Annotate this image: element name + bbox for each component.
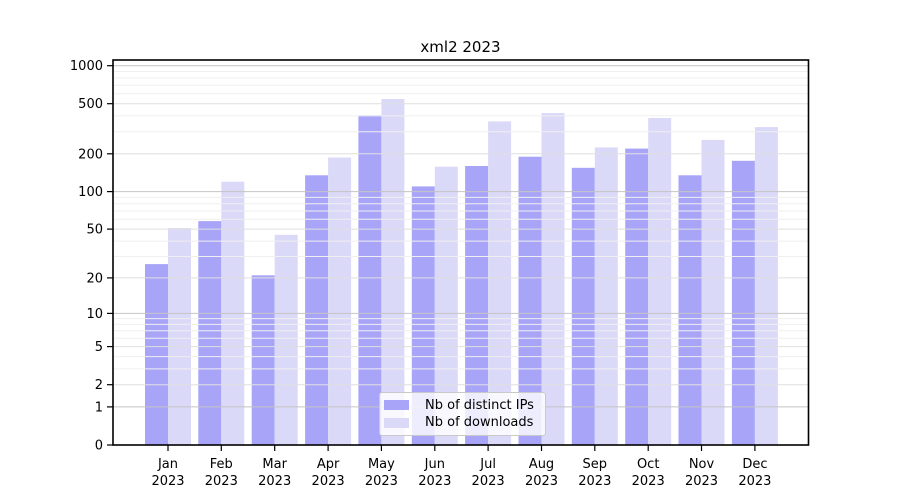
legend-item-downloads: Nb of downloads [384, 414, 539, 431]
bar-nb-of-distinct-ips-may [358, 115, 382, 446]
legend-label-distinct-ips: Nb of distinct IPs [425, 397, 534, 413]
x-tick-label-jul: Jul 2023 [472, 457, 505, 489]
bar-nb-of-distinct-ips-jul [465, 166, 489, 445]
y-tick-label-20: 20 [86, 271, 103, 286]
bar-nb-of-distinct-ips-dec [731, 160, 755, 446]
bar-nb-of-distinct-ips-oct [625, 148, 649, 445]
y-tick-label-1: 1 [95, 400, 103, 415]
x-tick-label-sep: Sep 2023 [578, 457, 611, 489]
bar-nb-of-distinct-ips-jan [145, 264, 168, 445]
bar-nb-of-downloads-mar [274, 234, 298, 445]
x-tick-label-dec: Dec 2023 [738, 457, 771, 489]
y-tick-label-100: 100 [78, 185, 103, 200]
plot-border [112, 59, 810, 446]
bar-nb-of-downloads-jan [168, 228, 191, 445]
bar-nb-of-downloads-oct [648, 118, 672, 445]
bar-nb-of-downloads-jul [488, 121, 512, 446]
bar-nb-of-downloads-dec [754, 127, 778, 445]
legend-label-downloads: Nb of downloads [425, 415, 534, 431]
legend: Nb of distinct IPs Nb of downloads [379, 392, 546, 436]
x-tick-label-oct: Oct 2023 [632, 457, 665, 489]
bar-nb-of-downloads-nov [701, 139, 725, 445]
bar-nb-of-distinct-ips-apr [305, 175, 329, 446]
x-tick-label-mar: Mar 2023 [258, 457, 291, 489]
grid-layer [113, 65, 809, 408]
bar-nb-of-downloads-may [381, 99, 405, 445]
chart-title: xml2 2023 [420, 38, 500, 56]
y-tick-label-2: 2 [95, 378, 103, 393]
bar-nb-of-downloads-jun [434, 166, 458, 445]
legend-item-distinct-ips: Nb of distinct IPs [384, 397, 539, 414]
y-tick-label-50: 50 [86, 223, 103, 238]
bar-nb-of-downloads-sep [594, 147, 618, 445]
x-tick-label-may: May 2023 [365, 457, 398, 489]
bar-nb-of-distinct-ips-feb [198, 221, 222, 445]
bar-nb-of-downloads-apr [328, 157, 352, 445]
y-tick-label-10: 10 [86, 307, 103, 322]
axes-layer [107, 59, 810, 451]
bar-nb-of-distinct-ips-jun [411, 186, 435, 445]
x-tick-label-aug: Aug 2023 [525, 457, 558, 489]
y-tick-label-500: 500 [78, 97, 103, 112]
legend-swatch-downloads-icon [384, 417, 409, 428]
y-tick-label-0: 0 [95, 439, 103, 454]
bar-nb-of-distinct-ips-sep [571, 167, 595, 446]
x-tick-label-jun: Jun 2023 [418, 457, 451, 489]
x-tick-label-feb: Feb 2023 [205, 457, 238, 489]
bar-nb-of-downloads-aug [541, 113, 565, 445]
legend-swatch-distinct-ips-icon [384, 400, 409, 411]
y-tick-label-200: 200 [78, 147, 103, 162]
y-tick-label-5: 5 [95, 340, 103, 355]
bar-nb-of-distinct-ips-nov [678, 175, 702, 446]
x-tick-label-jan: Jan 2023 [151, 457, 184, 489]
x-tick-label-apr: Apr 2023 [312, 457, 345, 489]
bar-nb-of-distinct-ips-mar [251, 275, 275, 445]
y-tick-label-1000: 1000 [70, 59, 103, 74]
x-tick-label-nov: Nov 2023 [685, 457, 718, 489]
